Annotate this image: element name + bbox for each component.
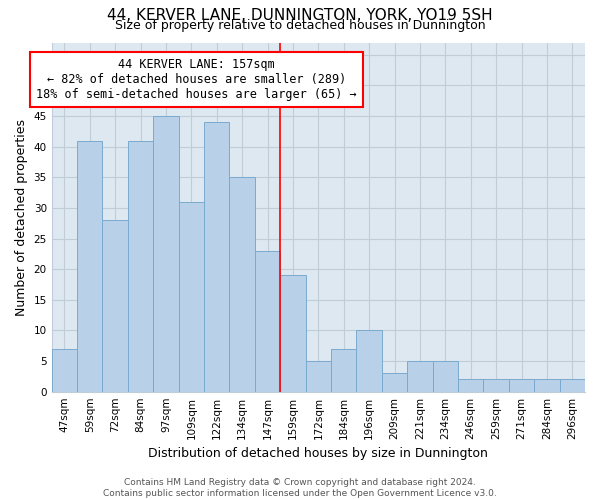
Bar <box>534 380 560 392</box>
Bar <box>356 330 382 392</box>
Bar <box>229 178 255 392</box>
Text: 44 KERVER LANE: 157sqm
← 82% of detached houses are smaller (289)
18% of semi-de: 44 KERVER LANE: 157sqm ← 82% of detached… <box>36 58 357 101</box>
Bar <box>153 116 179 392</box>
Bar <box>305 361 331 392</box>
Bar <box>560 380 585 392</box>
Text: 44, KERVER LANE, DUNNINGTON, YORK, YO19 5SH: 44, KERVER LANE, DUNNINGTON, YORK, YO19 … <box>107 8 493 22</box>
Bar <box>280 276 305 392</box>
Bar <box>458 380 484 392</box>
Bar <box>433 361 458 392</box>
Bar <box>331 349 356 392</box>
Bar <box>509 380 534 392</box>
Bar <box>103 220 128 392</box>
Bar <box>484 380 509 392</box>
Bar <box>77 140 103 392</box>
Text: Size of property relative to detached houses in Dunnington: Size of property relative to detached ho… <box>115 19 485 32</box>
Bar <box>179 202 204 392</box>
Bar <box>52 349 77 392</box>
Bar <box>255 251 280 392</box>
Bar <box>128 140 153 392</box>
Bar <box>382 374 407 392</box>
Text: Contains HM Land Registry data © Crown copyright and database right 2024.
Contai: Contains HM Land Registry data © Crown c… <box>103 478 497 498</box>
X-axis label: Distribution of detached houses by size in Dunnington: Distribution of detached houses by size … <box>148 447 488 460</box>
Bar <box>407 361 433 392</box>
Bar <box>204 122 229 392</box>
Y-axis label: Number of detached properties: Number of detached properties <box>15 118 28 316</box>
